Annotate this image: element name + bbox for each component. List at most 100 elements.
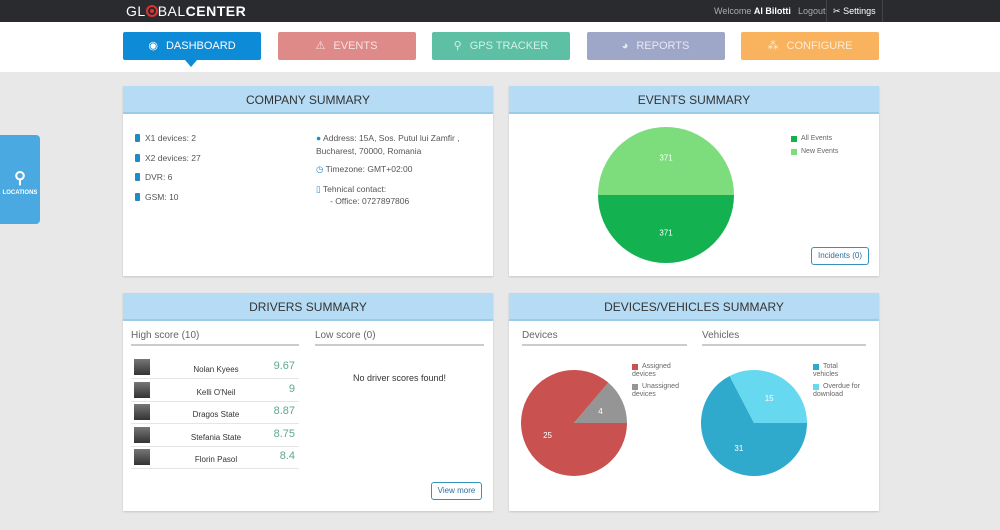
legend-item: Overdue for download <box>813 383 869 399</box>
welcome-text: Welcome Al Bilotti <box>714 0 791 22</box>
pie-slice-new-events[interactable] <box>598 127 734 195</box>
devices-vehicles-panel: DEVICES/VEHICLES SUMMARY Devices Vehicle… <box>509 293 879 511</box>
legend-label: All Events <box>801 135 833 142</box>
pie-data-label: 371 <box>659 154 673 163</box>
legend-label: New Events <box>801 148 839 155</box>
logo-text-bold: CENTER <box>185 3 247 19</box>
driver-score: 8.87 <box>273 405 295 417</box>
legend-item: Total vehicles <box>813 363 857 379</box>
logout-link[interactable]: Logout <box>798 6 826 16</box>
driver-row[interactable]: Florin Pasol 8.4 <box>131 447 299 469</box>
device-icon <box>135 173 140 181</box>
drivers-summary-panel: DRIVERS SUMMARY High score (10) Low scor… <box>123 293 493 511</box>
contact-label: Tehnical contact: <box>322 184 387 194</box>
pie-slice-total-vehicles[interactable] <box>701 375 807 476</box>
avatar <box>134 404 150 420</box>
nav-label: EVENTS <box>333 40 378 52</box>
user-name: Al Bilotti <box>753 6 791 16</box>
driver-name: Florin Pasol <box>194 455 238 464</box>
logo-target-icon <box>145 5 158 17</box>
pie-slice-overdue-for-download[interactable] <box>729 370 807 423</box>
device-count: GSM: 10 <box>135 192 179 202</box>
map-pin-icon: ● <box>316 133 322 143</box>
driver-name: Kelli O'Neil <box>196 387 236 397</box>
nav-tab-events[interactable]: ⚠ EVENTS <box>277 32 416 60</box>
avatar <box>134 381 150 398</box>
legend-item: All Events <box>791 135 832 143</box>
dashboard-icon: ◉ <box>148 40 158 52</box>
logo[interactable]: GL BALCENTER <box>126 3 246 19</box>
settings-link[interactable]: ✂ Settings <box>826 0 883 22</box>
pie-slice-unassigned-devices[interactable] <box>574 382 627 423</box>
company-summary-panel: COMPANY SUMMARY X1 devices: 2 X2 devices… <box>123 86 493 276</box>
tools-icon: ✂ <box>833 6 841 16</box>
pie-data-label: 25 <box>543 431 552 440</box>
panel-title: COMPANY SUMMARY <box>123 86 493 114</box>
vehicles-heading: Vehicles <box>702 330 866 346</box>
logo-text: GL <box>126 3 146 19</box>
map-pin-icon: ⚲ <box>453 40 462 52</box>
avatar <box>134 426 150 443</box>
legend-swatch <box>632 364 638 370</box>
pie-data-label: 4 <box>598 407 603 416</box>
pie-chart-icon: ◕ <box>621 40 629 52</box>
legend-label: Overdue for download <box>813 383 860 398</box>
device-count: DVR: 6 <box>135 172 172 182</box>
pie-data-label: 31 <box>734 444 743 453</box>
driver-name: Stefania State <box>190 432 242 442</box>
legend-label: Total vehicles <box>813 363 839 378</box>
pie-data-label: 15 <box>765 394 774 403</box>
driver-score: 8.4 <box>279 450 295 462</box>
device-icon <box>135 134 140 142</box>
address-line: Bucharest, 70000, Romania <box>316 146 422 156</box>
timezone-text: Timezone: GMT+02:00 <box>325 164 413 174</box>
device-count-text: DVR: 6 <box>145 172 173 182</box>
legend-swatch <box>791 149 797 155</box>
logo-text: BAL <box>157 3 186 19</box>
sitemap-icon: ⁂ <box>767 40 779 52</box>
incidents-button[interactable]: Incidents (0) <box>811 247 869 265</box>
pie-slice-all-events[interactable] <box>598 195 734 263</box>
nav-label: REPORTS <box>636 40 690 52</box>
legend-item: Unassigned devices <box>632 383 688 399</box>
main-nav: ◉ DASHBOARD ⚠ EVENTS ⚲ GPS TRACKER ◕ REPORTS ⁂ CO… <box>0 22 1000 72</box>
nav-tab-dashboard[interactable]: ◉ DASHBOARD <box>123 32 261 60</box>
welcome-label: Welcome <box>714 6 752 16</box>
device-count-text: GSM: 10 <box>145 192 179 202</box>
driver-score: 8.75 <box>273 427 295 440</box>
locations-tab[interactable]: ⚲ LOCATIONS <box>0 135 40 224</box>
panel-title: DEVICES/VEHICLES SUMMARY <box>509 293 879 321</box>
nav-tab-configure[interactable]: ⁂ CONFIGURE <box>741 32 879 60</box>
legend-item: New Events <box>791 148 838 156</box>
legend-item: Assigned devices <box>632 363 680 379</box>
driver-name: Nolan Kyees <box>193 365 239 374</box>
avatar <box>134 449 150 465</box>
nav-label: CONFIGURE <box>786 40 853 52</box>
events-summary-panel: EVENTS SUMMARY 371 371 All Events New Eve… <box>509 86 879 276</box>
office-phone: - Office: 0727897806 <box>330 196 410 206</box>
nav-tab-reports[interactable]: ◕ REPORTS <box>586 32 725 60</box>
driver-row[interactable]: Dragos State 8.87 <box>131 402 299 424</box>
nav-tab-gps-tracker[interactable]: ⚲ GPS TRACKER <box>432 32 570 60</box>
locations-label: LOCATIONS <box>2 190 38 196</box>
devices-heading: Devices <box>522 330 687 346</box>
device-icon <box>135 193 140 201</box>
panel-title: EVENTS SUMMARY <box>509 86 879 114</box>
phone-icon: ▯ <box>316 184 321 194</box>
legend-swatch <box>632 384 638 390</box>
nav-label: GPS TRACKER <box>469 40 549 52</box>
legend-swatch <box>813 384 819 390</box>
driver-row[interactable]: Stefania State 8.75 <box>131 425 299 447</box>
driver-row[interactable]: Nolan Kyees 9.67 <box>131 357 299 379</box>
legend-swatch <box>813 364 819 370</box>
driver-row[interactable]: Kelli O'Neil 9 <box>131 380 299 402</box>
low-score-heading: Low score (0) <box>315 330 484 346</box>
pie-data-label: 371 <box>659 228 673 237</box>
view-more-button[interactable]: View more <box>431 482 482 500</box>
driver-score: 9.67 <box>273 360 295 372</box>
device-icon <box>135 154 140 162</box>
address: ● Address: 15A, Sos. Putul lui Zamfir , B… <box>316 132 460 158</box>
device-count: X1 devices: 2 <box>135 133 196 143</box>
driver-score: 9 <box>288 382 295 395</box>
settings-label: Settings <box>843 6 876 16</box>
